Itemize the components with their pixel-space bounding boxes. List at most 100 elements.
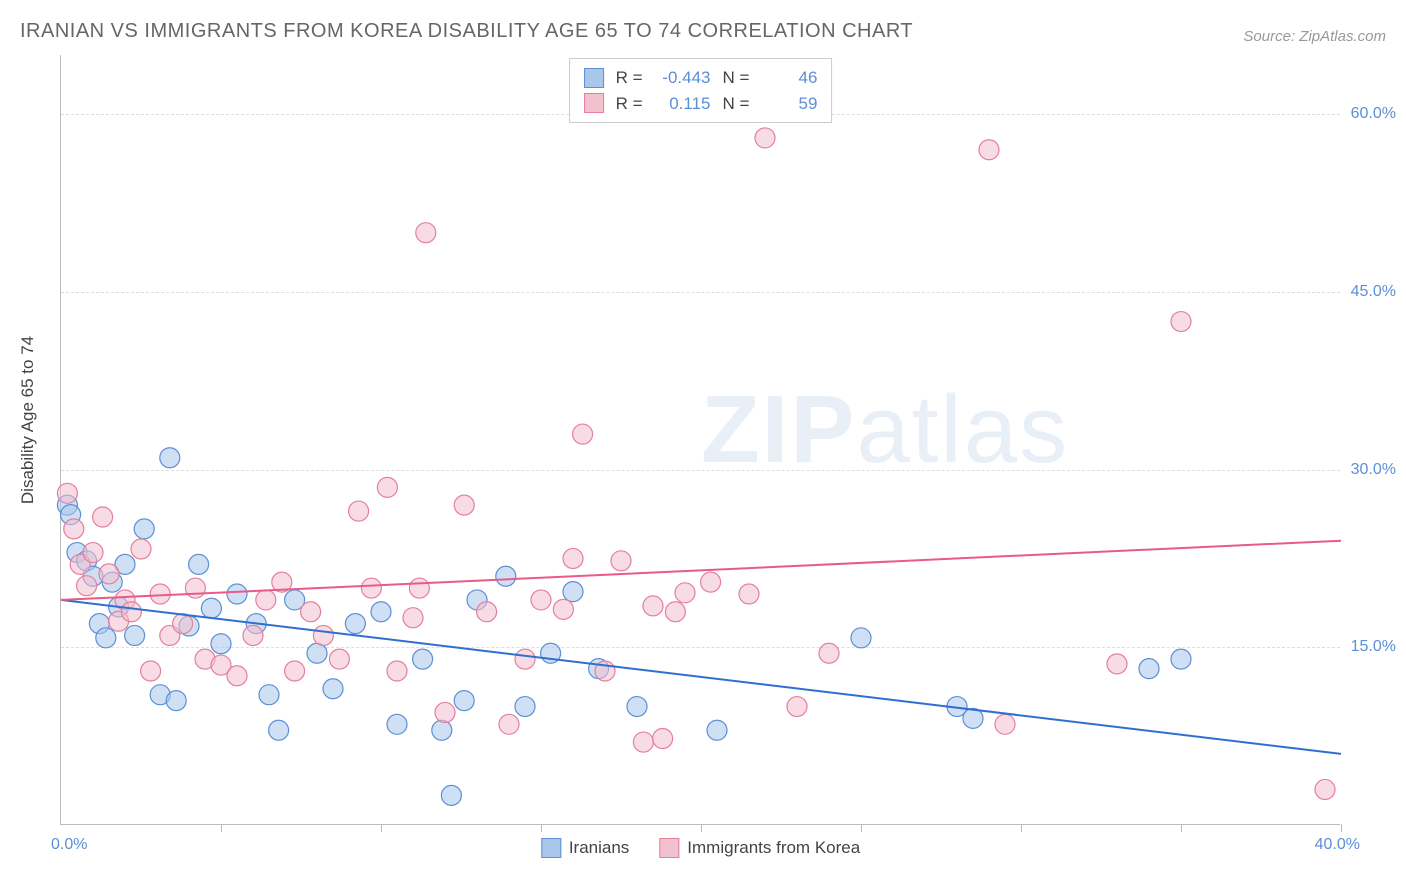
r-label-1: R = xyxy=(616,65,643,91)
y-tick-label: 45.0% xyxy=(1351,283,1396,301)
data-point xyxy=(345,614,365,634)
data-point xyxy=(77,576,97,596)
data-point xyxy=(201,598,221,618)
data-point xyxy=(1171,312,1191,332)
data-point xyxy=(131,539,151,559)
data-point xyxy=(432,720,452,740)
legend-swatch-2 xyxy=(659,838,679,858)
data-point xyxy=(627,697,647,717)
data-point xyxy=(496,566,516,586)
data-point xyxy=(259,685,279,705)
data-point xyxy=(409,578,429,598)
data-point xyxy=(83,543,103,563)
r-label-2: R = xyxy=(616,91,643,117)
data-point xyxy=(675,583,695,603)
data-point xyxy=(189,554,209,574)
data-point xyxy=(150,584,170,604)
data-point xyxy=(269,720,289,740)
stats-box: R = -0.443 N = 46 R = 0.115 N = 59 xyxy=(569,58,833,123)
data-point xyxy=(329,649,349,669)
data-point xyxy=(99,564,119,584)
legend: Iranians Immigrants from Korea xyxy=(541,838,860,858)
legend-item-1: Iranians xyxy=(541,838,629,858)
data-point xyxy=(1171,649,1191,669)
data-point xyxy=(307,643,327,663)
n-value-2: 59 xyxy=(761,91,817,117)
data-point xyxy=(313,625,333,645)
data-point xyxy=(416,223,436,243)
data-point xyxy=(256,590,276,610)
data-point xyxy=(301,602,321,622)
data-point xyxy=(643,596,663,616)
source-link[interactable]: ZipAtlas.com xyxy=(1299,28,1386,45)
data-point xyxy=(134,519,154,539)
data-point xyxy=(477,602,497,622)
data-point xyxy=(739,584,759,604)
x-label-max: 40.0% xyxy=(1315,836,1360,854)
data-point xyxy=(553,599,573,619)
data-point xyxy=(563,548,583,568)
n-label-1: N = xyxy=(723,65,750,91)
x-tick xyxy=(701,824,702,832)
data-point xyxy=(64,519,84,539)
data-point xyxy=(371,602,391,622)
x-tick xyxy=(861,824,862,832)
x-tick xyxy=(1341,824,1342,832)
scatter-svg xyxy=(61,55,1340,824)
data-point xyxy=(173,614,193,634)
chart-container: IRANIAN VS IMMIGRANTS FROM KOREA DISABIL… xyxy=(0,0,1406,892)
data-point xyxy=(160,448,180,468)
y-axis-label: Disability Age 65 to 74 xyxy=(18,336,38,504)
data-point xyxy=(361,578,381,598)
data-point xyxy=(454,495,474,515)
data-point xyxy=(285,661,305,681)
data-point xyxy=(125,625,145,645)
data-point xyxy=(633,732,653,752)
data-point xyxy=(787,697,807,717)
data-point xyxy=(851,628,871,648)
data-point xyxy=(141,661,161,681)
data-point xyxy=(96,628,116,648)
stats-row-1: R = -0.443 N = 46 xyxy=(584,65,818,91)
x-label-min: 0.0% xyxy=(51,836,87,854)
data-point xyxy=(185,578,205,598)
y-tick-label: 15.0% xyxy=(1351,638,1396,656)
data-point xyxy=(995,714,1015,734)
x-tick xyxy=(381,824,382,832)
legend-label-1: Iranians xyxy=(569,838,629,858)
plot-area: ZIPatlas 15.0%30.0%45.0%60.0% R = -0.443… xyxy=(60,55,1340,825)
data-point xyxy=(515,697,535,717)
data-point xyxy=(979,140,999,160)
y-tick-label: 30.0% xyxy=(1351,461,1396,479)
swatch-series-2 xyxy=(584,93,604,113)
data-point xyxy=(377,477,397,497)
data-point xyxy=(1107,654,1127,674)
legend-label-2: Immigrants from Korea xyxy=(687,838,860,858)
r-value-1: -0.443 xyxy=(655,65,711,91)
data-point xyxy=(435,702,455,722)
data-point xyxy=(211,634,231,654)
data-point xyxy=(531,590,551,610)
data-point xyxy=(93,507,113,527)
data-point xyxy=(499,714,519,734)
legend-swatch-1 xyxy=(541,838,561,858)
data-point xyxy=(349,501,369,521)
x-tick xyxy=(221,824,222,832)
x-tick xyxy=(541,824,542,832)
data-point xyxy=(454,691,474,711)
data-point xyxy=(665,602,685,622)
data-point xyxy=(653,729,673,749)
data-point xyxy=(227,666,247,686)
data-point xyxy=(701,572,721,592)
y-tick-label: 60.0% xyxy=(1351,105,1396,123)
data-point xyxy=(166,691,186,711)
legend-item-2: Immigrants from Korea xyxy=(659,838,860,858)
data-point xyxy=(1315,779,1335,799)
data-point xyxy=(563,582,583,602)
swatch-series-1 xyxy=(584,68,604,88)
data-point xyxy=(243,625,263,645)
chart-title: IRANIAN VS IMMIGRANTS FROM KOREA DISABIL… xyxy=(20,20,913,43)
data-point xyxy=(387,661,407,681)
data-point xyxy=(121,602,141,622)
data-point xyxy=(819,643,839,663)
